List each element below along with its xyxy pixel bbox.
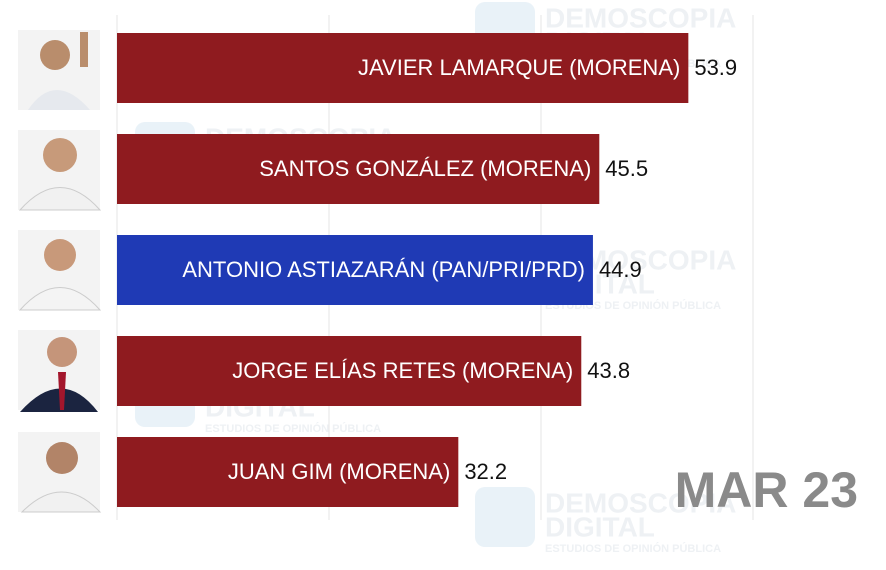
value-label: 53.9 <box>694 55 737 80</box>
watermark-text: ESTUDIOS DE OPINIÓN PÚBLICA <box>545 542 721 555</box>
bar-category-label: JAVIER LAMARQUE (MORENA) <box>358 55 680 80</box>
value-label: 43.8 <box>587 358 630 383</box>
bar <box>117 33 689 103</box>
bar <box>117 336 582 406</box>
bar-category-label: JORGE ELÍAS RETES (MORENA) <box>232 358 573 383</box>
photo <box>18 330 100 412</box>
bar <box>117 235 593 305</box>
bar-category-label: ANTONIO ASTIAZARÁN (PAN/PRI/PRD) <box>182 257 585 282</box>
bar-category-label: JUAN GIM (MORENA) <box>228 459 450 484</box>
value-label: 32.2 <box>464 459 507 484</box>
bar <box>117 437 459 507</box>
annotation: MAR 23 <box>675 462 858 518</box>
watermark-text: DEMOSCOPIA <box>545 487 736 518</box>
value-label: 45.5 <box>605 156 648 181</box>
photo <box>18 432 102 513</box>
photo <box>18 130 102 211</box>
bar <box>117 134 600 204</box>
candidate-photos <box>18 30 102 513</box>
value-label: 44.9 <box>599 257 642 282</box>
watermark-text: ESTUDIOS DE OPINIÓN PÚBLICA <box>205 422 381 435</box>
photo <box>18 30 100 110</box>
watermark-logo <box>475 487 535 547</box>
watermark-text: DIGITAL <box>545 511 655 542</box>
photo <box>18 230 102 311</box>
watermark-text: DEMOSCOPIA <box>545 2 736 33</box>
bar-category-label: SANTOS GONZÁLEZ (MORENA) <box>259 156 591 181</box>
